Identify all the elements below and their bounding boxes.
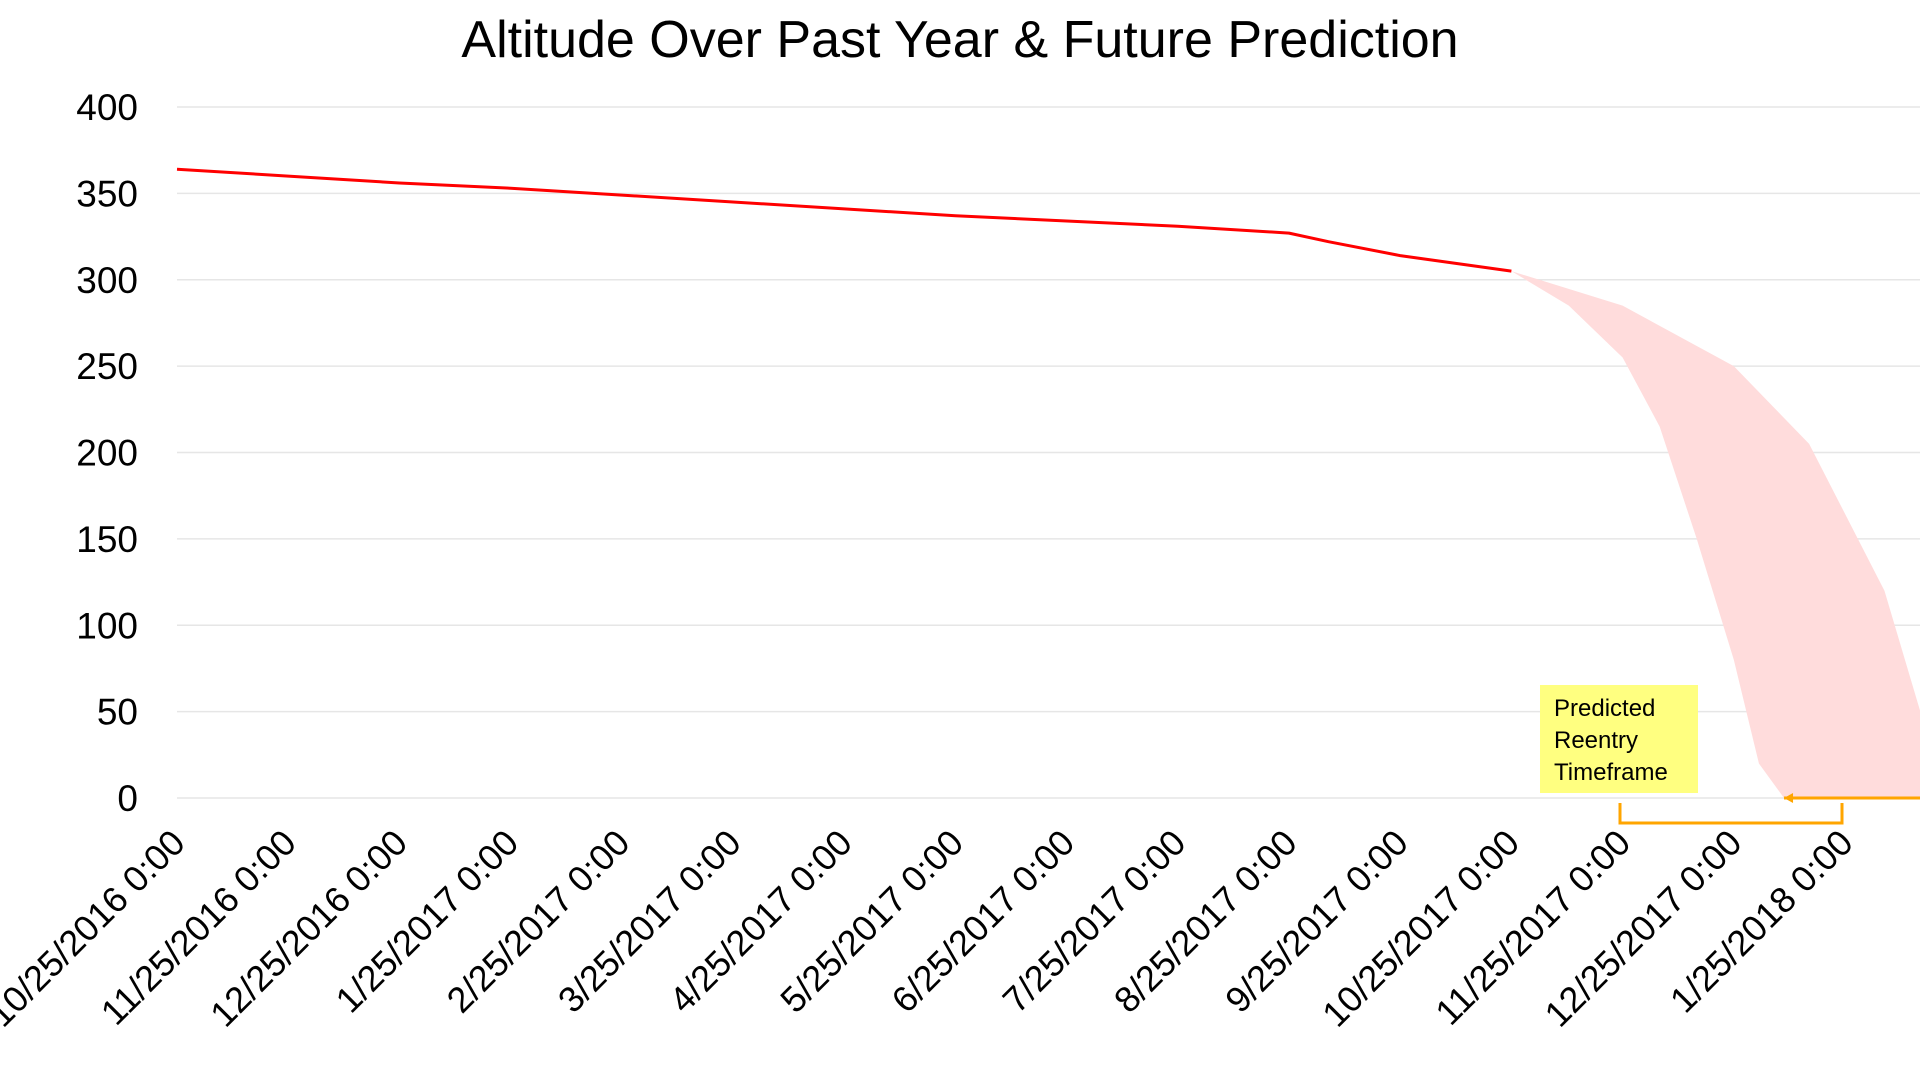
x-tick-label: 12/25/2017 0:00	[1536, 822, 1749, 1035]
annotation-layer: Predicted Reentry Timeframe	[1540, 685, 1920, 825]
chart-title: Altitude Over Past Year & Future Predict…	[461, 11, 1458, 69]
annotation-text: Timeframe	[1554, 759, 1668, 786]
y-axis: 0 50 100 150 200 250 300 350 400	[76, 87, 138, 819]
y-tick-label: 250	[76, 346, 138, 387]
y-tick-label: 350	[76, 173, 138, 214]
grid-layer	[177, 106, 1920, 799]
annotation-text: Reentry	[1554, 727, 1638, 754]
prediction-band-layer	[1511, 271, 1920, 798]
x-tick-label: 11/25/2017 0:00	[1427, 822, 1638, 1033]
x-tick-label: 12/25/2016 0:00	[202, 822, 415, 1035]
arrow-head-left	[1784, 793, 1794, 803]
series-layer	[176, 167, 1512, 273]
x-tick-label: 11/25/2016 0:00	[93, 822, 304, 1033]
annotation-text: Predicted	[1554, 695, 1655, 722]
y-tick-label: 0	[117, 778, 138, 819]
y-tick-label: 400	[76, 87, 138, 128]
y-tick-label: 150	[76, 519, 138, 560]
reentry-bracket	[1618, 803, 1844, 825]
y-tick-label: 300	[76, 260, 138, 301]
series-line	[176, 167, 1512, 273]
y-tick-label: 200	[76, 433, 138, 474]
annotation-box	[1540, 685, 1698, 793]
prediction-band	[1511, 271, 1920, 798]
x-tick-label: 10/25/2017 0:00	[1314, 822, 1527, 1035]
y-tick-label: 50	[97, 692, 138, 733]
y-tick-label: 100	[76, 605, 138, 646]
